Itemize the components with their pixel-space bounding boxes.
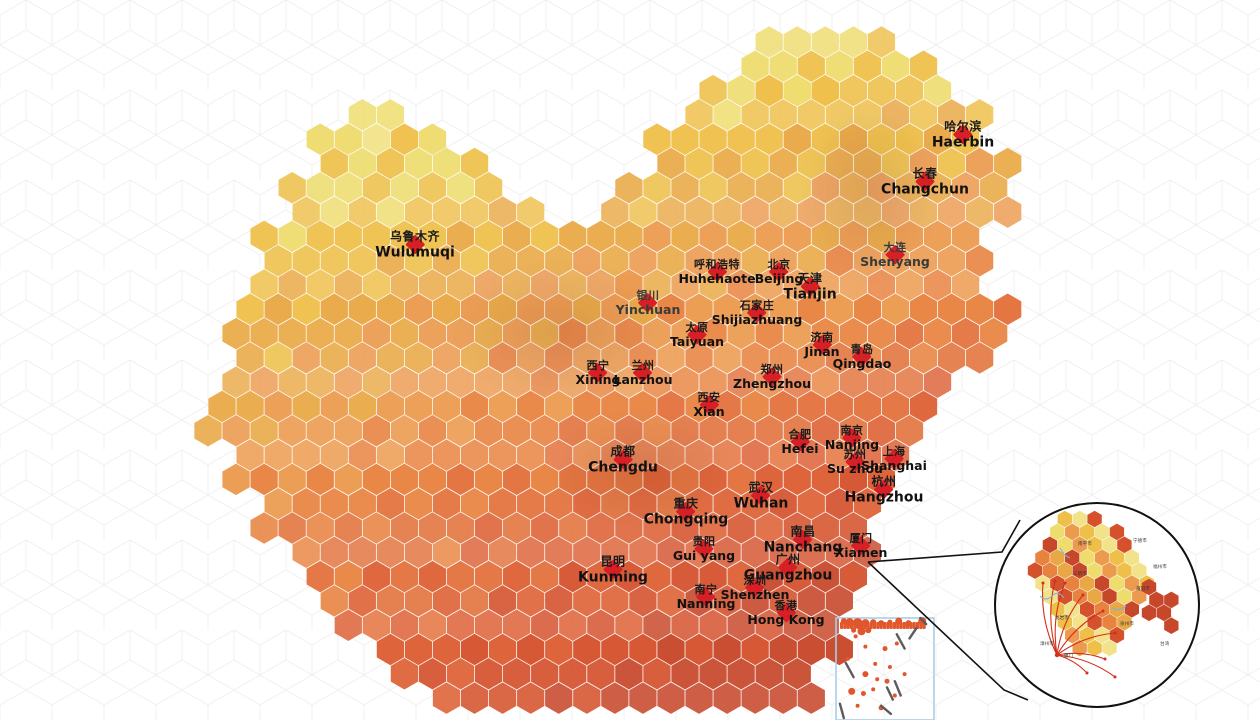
- svg-text:泉州市: 泉州市: [1120, 620, 1134, 627]
- city-label-zhengzhou[interactable]: 郑州 Zhengzhou: [733, 364, 811, 391]
- city-label-lanzhou[interactable]: 兰州 Lanzhou: [614, 360, 673, 387]
- city-label-hefei[interactable]: 合肥 Hefei: [781, 429, 818, 456]
- city-label-wuhan[interactable]: 武汉 Wuhan: [734, 482, 789, 511]
- city-label-yinchuan[interactable]: 银川 Yinchuan: [616, 290, 681, 317]
- city-label-chengdu[interactable]: 成都 Chengdu: [588, 446, 658, 475]
- city-label-su-zhou[interactable]: 苏州 Su zhou: [827, 449, 883, 476]
- svg-text:南平市: 南平市: [1078, 540, 1092, 547]
- svg-text:台湾: 台湾: [1160, 640, 1170, 647]
- city-label-gui-yang[interactable]: 贵阳 Gui yang: [673, 536, 735, 563]
- city-label-chongqing[interactable]: 重庆 Chongqing: [644, 498, 729, 527]
- city-label-beijing[interactable]: 北京 Beijing: [755, 259, 804, 286]
- city-label-hong-kong[interactable]: 香港 Hong Kong: [747, 600, 824, 627]
- city-label-shenyang[interactable]: 大连 Shenyang: [860, 242, 930, 269]
- city-label-qingdao[interactable]: 青岛 Qingdao: [833, 344, 892, 371]
- svg-text:漳州市: 漳州市: [1040, 640, 1054, 647]
- svg-text:三明市: 三明市: [1073, 570, 1087, 577]
- city-label-jinan[interactable]: 济南 Jinan: [804, 332, 839, 359]
- city-label-wulumuqi[interactable]: 乌鲁木齐 Wulumuqi: [375, 231, 455, 260]
- city-label-haerbin[interactable]: 哈尔滨 Haerbin: [932, 121, 994, 150]
- city-label-shijiazhuang[interactable]: 石家庄 Shijiazhuang: [712, 300, 803, 327]
- city-label-xiamen[interactable]: 厦门 Xiamen: [835, 533, 888, 560]
- svg-text:宁德市: 宁德市: [1133, 537, 1147, 544]
- city-label-xian[interactable]: 西安 Xian: [693, 392, 724, 419]
- city-label-hangzhou[interactable]: 杭州 Hangzhou: [845, 476, 924, 505]
- svg-text:莆田市: 莆田市: [1136, 585, 1150, 592]
- city-label-tianjin[interactable]: 天津 Tianjin: [783, 273, 836, 302]
- city-label-nanjing[interactable]: 南京 Nanjing: [825, 425, 879, 452]
- svg-text:福州市: 福州市: [1153, 563, 1167, 570]
- city-label-xining[interactable]: 西宁 Xining: [576, 360, 621, 387]
- city-label-kunming[interactable]: 昆明 Kunming: [578, 556, 648, 585]
- city-label-nanning[interactable]: 南宁 Nanning: [677, 584, 736, 611]
- city-label-shenzhen[interactable]: 深圳 Shenzhen: [721, 575, 790, 602]
- city-label-changchun[interactable]: 长春 Changchun: [881, 168, 969, 197]
- city-label-guangzhou[interactable]: 广州 Guangzhou: [744, 554, 833, 583]
- city-label-nanchang[interactable]: 南昌 Nanchang: [764, 526, 843, 555]
- city-label-taiyuan[interactable]: 太原 Taiyuan: [670, 322, 724, 349]
- city-label-huhehaote[interactable]: 呼和浩特 Huhehaote: [678, 259, 755, 286]
- city-label-shanghai[interactable]: 上海 Shanghai: [861, 446, 927, 473]
- svg-text:龙岩市: 龙岩市: [1055, 614, 1069, 621]
- svg-text:厦门: 厦门: [1064, 652, 1074, 659]
